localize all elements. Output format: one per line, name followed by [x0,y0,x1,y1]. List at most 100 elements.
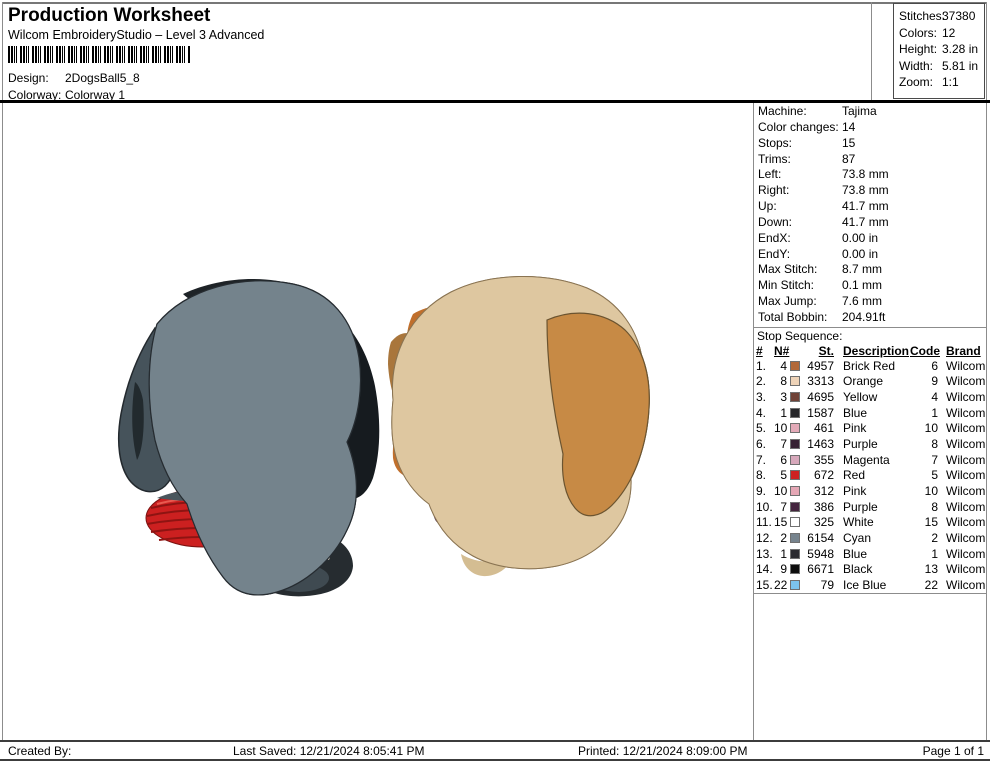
machine-info-label: Up: [758,199,777,214]
thread-description: Brick Red [843,358,896,373]
summary-row: Stitches: 37380 [899,9,984,26]
needle-number: 15 [774,515,788,530]
thread-color-swatch [790,470,800,481]
thread-brand: Wilcom [946,562,986,577]
summary-label: Stitches: [899,9,946,23]
thread-color-swatch [790,454,800,465]
machine-info-value: 87 [842,151,856,166]
machine-info-label: EndY: [758,246,791,261]
machine-info-row: Machine: Tajima [753,104,987,120]
thread-brand: Wilcom [946,515,986,530]
stitch-count: 1463 [807,437,834,452]
machine-info-row: Total Bobbin: 204.91ft [753,310,987,326]
thread-description: Purple [843,499,878,514]
thread-code: 5 [931,468,938,483]
thread-code: 8 [931,437,938,452]
stop-sequence-title: Stop Sequence: [757,329,843,343]
needle-number: 8 [780,374,787,389]
machine-info-value: 14 [842,119,856,134]
page-title: Production Worksheet [8,5,211,26]
thread-brand: Wilcom [946,452,986,467]
thread-brand: Wilcom [946,577,986,592]
col-code: Code [910,343,940,358]
stop-num: 11. [756,515,772,530]
machine-info-value: 41.7 mm [842,214,889,229]
machine-info-row: Max Stitch: 8.7 mm [753,262,987,278]
thread-color-swatch [790,439,800,450]
needle-number: 3 [780,390,787,405]
stitch-count: 4957 [807,358,834,373]
footer-bar: Created By: Last Saved: 12/21/2024 8:05:… [0,740,990,761]
thread-color-swatch [790,564,800,575]
thread-color-swatch [790,392,800,403]
summary-value: 37380 [942,9,976,23]
needle-number: 22 [774,577,788,592]
needle-number: 6 [780,452,787,467]
machine-info-label: Stops: [758,135,793,150]
machine-info-row: Right: 73.8 mm [753,183,987,199]
thread-color-swatch [790,407,800,418]
design-label: Design: [8,71,49,85]
machine-info-value: 73.8 mm [842,167,889,182]
colorway-value: Colorway 1 [65,88,126,102]
needle-number: 4 [780,358,787,373]
col-stitches: St. [818,343,834,358]
machine-info-value: 0.00 in [842,230,879,245]
printed-text: Printed: 12/21/2024 8:09:00 PM [578,744,748,758]
stitch-count: 461 [813,421,834,436]
stop-sequence-table: # N# St. Description Code Brand 1. 4 495… [753,343,987,593]
stop-sequence-row: 11. 15 325 White 15 Wilcom [753,514,987,530]
machine-info-value: 15 [842,135,856,150]
stitch-count: 79 [820,577,834,592]
stop-sequence-row: 6. 7 1463 Purple 8 Wilcom [753,436,987,452]
thread-color-swatch [790,376,800,387]
machine-info-label: Right: [758,183,790,198]
machine-info-panel: Machine: Tajima Color changes: 14 Stops:… [753,104,987,326]
thread-color-swatch [790,517,800,528]
thread-color-swatch [790,532,800,543]
summary-label: Zoom: [899,75,934,89]
needle-number: 1 [780,405,787,420]
needle-number: 5 [780,468,787,483]
machine-info-label: Total Bobbin: [758,309,828,324]
colorway-label: Colorway: [8,88,62,102]
table-end-divider [753,593,987,594]
needle-number: 10 [774,483,788,498]
thread-description: Black [843,562,873,577]
col-description: Description [843,343,910,358]
thread-description: Magenta [843,452,890,467]
stop-num: 2. [756,374,767,389]
stitch-count: 325 [813,515,834,530]
machine-info-row: Left: 73.8 mm [753,167,987,183]
needle-number: 1 [780,546,787,561]
design-value: 2DogsBall5_8 [65,71,140,85]
summary-value: 3.28 in [942,42,979,56]
design-artwork [117,275,650,597]
page-number: Page 1 of 1 [922,744,984,758]
thread-description: Red [843,468,866,483]
thread-description: Pink [843,483,867,498]
thread-code: 8 [931,499,938,514]
col-brand: Brand [946,343,981,358]
machine-info-value: 204.91ft [842,309,886,324]
machine-info-row: Min Stitch: 0.1 mm [753,278,987,294]
machine-info-value: 41.7 mm [842,199,889,214]
machine-info-row: Trims: 87 [753,152,987,168]
design-name-row: Design: 2DogsBall5_8 [8,71,140,85]
thread-description: Blue [843,546,868,561]
stop-num: 4. [756,405,767,420]
summary-value: 5.81 in [942,58,979,73]
machine-info-row: EndY: 0.00 in [753,247,987,263]
colorway-row: Colorway: Colorway 1 [8,88,125,102]
machine-info-value: 73.8 mm [842,183,889,198]
thread-brand: Wilcom [946,468,986,483]
thread-brand: Wilcom [946,358,986,373]
thread-description: Purple [843,437,878,452]
stop-num: 15. [756,577,773,592]
stop-sequence-body: 1. 4 4957 Brick Red 6 Wilcom 2. 8 3313 O… [753,358,987,593]
stitch-count: 672 [813,468,834,483]
stitch-count: 1587 [807,405,834,420]
thread-description: Ice Blue [843,577,887,592]
thread-code: 10 [924,421,938,436]
stop-num: 6. [756,437,767,452]
